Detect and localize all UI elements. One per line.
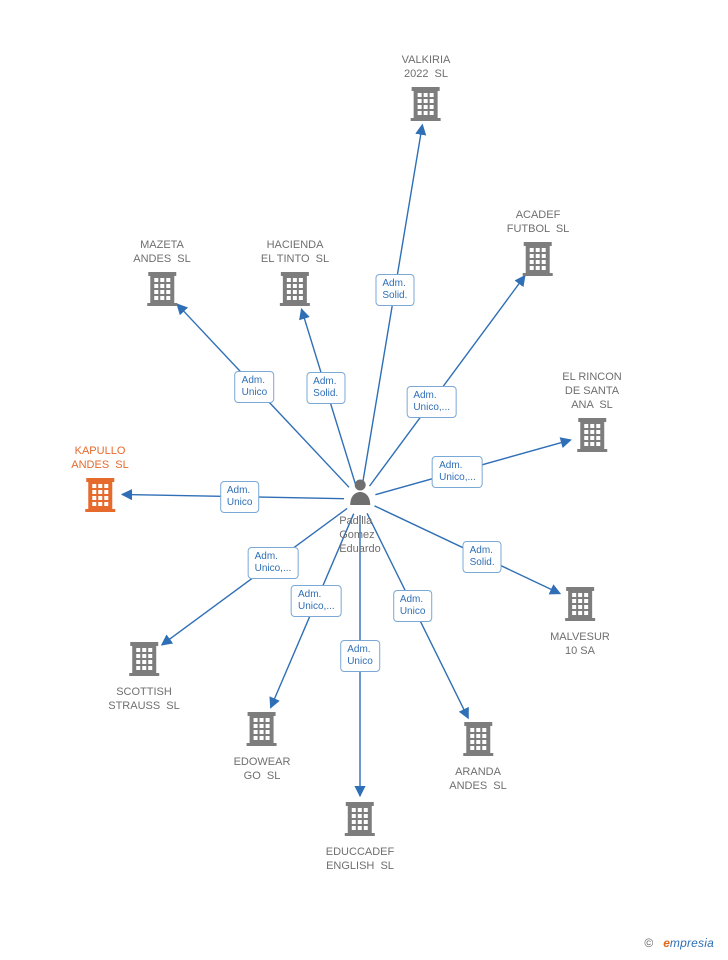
edge-label: Adm. Unico bbox=[393, 590, 433, 622]
building-icon bbox=[326, 800, 394, 841]
edge-line bbox=[370, 276, 525, 486]
building-icon bbox=[71, 476, 128, 517]
company-label: ACADEF FUTBOL SL bbox=[507, 208, 570, 236]
company-node[interactable]: ACADEF FUTBOL SL bbox=[507, 208, 570, 281]
edge-label: Adm. Unico,... bbox=[248, 547, 299, 579]
company-node[interactable]: EDUCCADEF ENGLISH SL bbox=[326, 800, 394, 873]
building-icon bbox=[234, 710, 291, 751]
edge-label: Adm. Solid. bbox=[463, 541, 502, 573]
copyright-symbol: © bbox=[644, 936, 653, 950]
edge-label: Adm. Solid. bbox=[306, 372, 345, 404]
company-label: EDUCCADEF ENGLISH SL bbox=[326, 845, 394, 873]
company-label: HACIENDA EL TINTO SL bbox=[261, 238, 329, 266]
person-label: Padilla Gomez Eduardo bbox=[339, 514, 381, 556]
watermark: © empresia bbox=[644, 936, 714, 950]
company-node[interactable]: EL RINCON DE SANTA ANA SL bbox=[562, 370, 622, 457]
company-node[interactable]: KAPULLO ANDES SL bbox=[71, 444, 128, 517]
building-icon bbox=[550, 585, 610, 626]
edge-label: Adm. Unico bbox=[340, 640, 380, 672]
building-icon bbox=[449, 720, 506, 761]
company-label: SCOTTISH STRAUSS SL bbox=[108, 685, 180, 713]
building-icon bbox=[402, 85, 451, 126]
edge-label: Adm. Unico,... bbox=[406, 386, 457, 418]
company-label: MALVESUR 10 SA bbox=[550, 630, 610, 658]
brand-initial: e bbox=[663, 936, 670, 950]
company-node[interactable]: VALKIRIA 2022 SL bbox=[402, 53, 451, 126]
building-icon bbox=[507, 240, 570, 281]
edge-label: Adm. Unico,... bbox=[291, 585, 342, 617]
person-node[interactable]: Padilla Gomez Eduardo bbox=[339, 477, 381, 556]
company-node[interactable]: MAZETA ANDES SL bbox=[133, 238, 190, 311]
company-label: KAPULLO ANDES SL bbox=[71, 444, 128, 472]
company-node[interactable]: MALVESUR 10 SA bbox=[550, 585, 610, 658]
company-label: MAZETA ANDES SL bbox=[133, 238, 190, 266]
edge-label: Adm. Unico bbox=[235, 371, 275, 403]
building-icon bbox=[562, 416, 622, 457]
edge-label: Adm. Unico,... bbox=[432, 456, 483, 488]
person-icon bbox=[339, 477, 381, 510]
company-node[interactable]: HACIENDA EL TINTO SL bbox=[261, 238, 329, 311]
company-node[interactable]: ARANDA ANDES SL bbox=[449, 720, 506, 793]
building-icon bbox=[108, 640, 180, 681]
diagram-stage: © empresia Adm. Solid. Adm. Unico,... Adm.… bbox=[0, 0, 728, 960]
company-node[interactable]: EDOWEAR GO SL bbox=[234, 710, 291, 783]
company-label: VALKIRIA 2022 SL bbox=[402, 53, 451, 81]
edge-label: Adm. Solid. bbox=[375, 274, 414, 306]
company-label: EL RINCON DE SANTA ANA SL bbox=[562, 370, 622, 412]
edge-label: Adm. Unico bbox=[220, 481, 260, 513]
company-node[interactable]: SCOTTISH STRAUSS SL bbox=[108, 640, 180, 713]
brand-rest: mpresia bbox=[670, 936, 714, 950]
building-icon bbox=[133, 270, 190, 311]
company-label: ARANDA ANDES SL bbox=[449, 765, 506, 793]
building-icon bbox=[261, 270, 329, 311]
company-label: EDOWEAR GO SL bbox=[234, 755, 291, 783]
